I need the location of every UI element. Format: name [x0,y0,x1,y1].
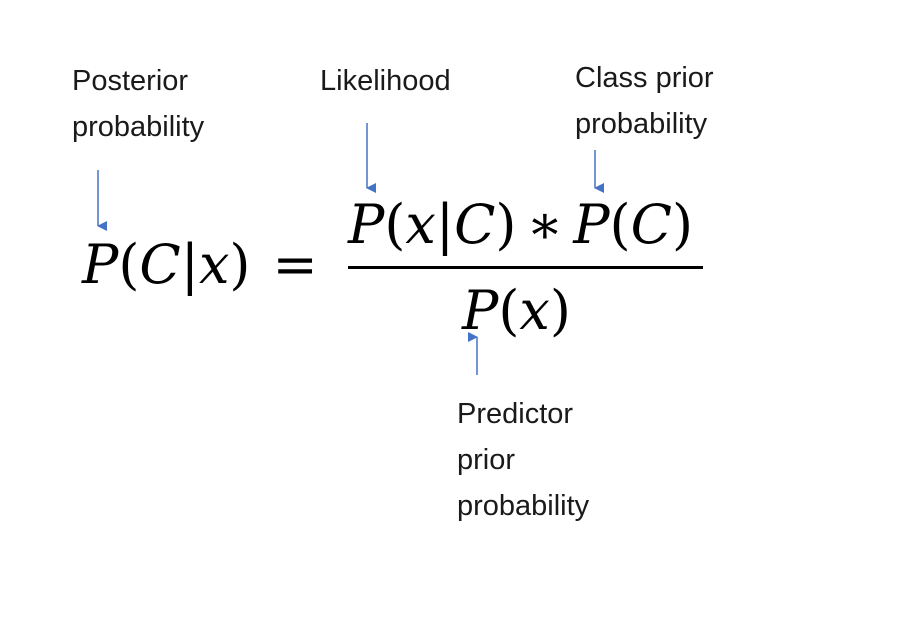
num-x-var: x [405,193,436,256]
equation-numerator: P(x|C) ∗ P(C) [348,198,693,252]
predictor-prior-probability-label: Predictor prior probability [457,391,589,529]
multiply-operator: ∗ [526,193,564,256]
posterior-probability-label: Posterior probability [72,58,204,150]
likelihood-label: Likelihood [320,58,451,104]
den-x-var: x [519,279,550,342]
class-prior-label-line1: Class prior [575,62,714,94]
num-open-paren-2: ( [609,193,631,256]
num-fn-2: P [573,193,610,256]
predictor-label-line1: Predictor [457,398,574,430]
num-class-var-1: C [454,193,496,256]
posterior-label-line2: probability [72,111,205,143]
num-given-bar: | [435,193,455,256]
predictor-label-line2: prior [457,444,516,476]
num-close-paren-1: ) [495,193,517,256]
predictor-label-line3: probability [457,490,590,522]
lhs-close-paren: ) [229,233,251,296]
equation-denominator: P(x) [462,284,571,338]
equation-lhs: P(C|x) = [82,238,318,292]
likelihood-label-line1: Likelihood [320,65,451,97]
num-fn-1: P [348,193,385,256]
posterior-label-line1: Posterior [72,65,189,97]
equals-sign: = [272,233,318,296]
num-class-var-2: C [630,193,672,256]
lhs-given-bar: | [180,233,199,296]
class-prior-label-line2: probability [575,108,708,140]
den-open-paren: ( [498,279,520,342]
den-fn: P [462,279,499,342]
lhs-fn: P [82,233,119,296]
lhs-open-paren: ( [118,233,140,296]
num-close-paren-2: ) [671,193,694,256]
lhs-class-var: C [139,233,181,296]
lhs-x-var: x [198,233,230,296]
fraction-bar [348,266,703,269]
num-open-paren-1: ( [384,193,406,256]
den-close-paren: ) [549,279,571,342]
class-prior-probability-label: Class prior probability [575,55,714,147]
